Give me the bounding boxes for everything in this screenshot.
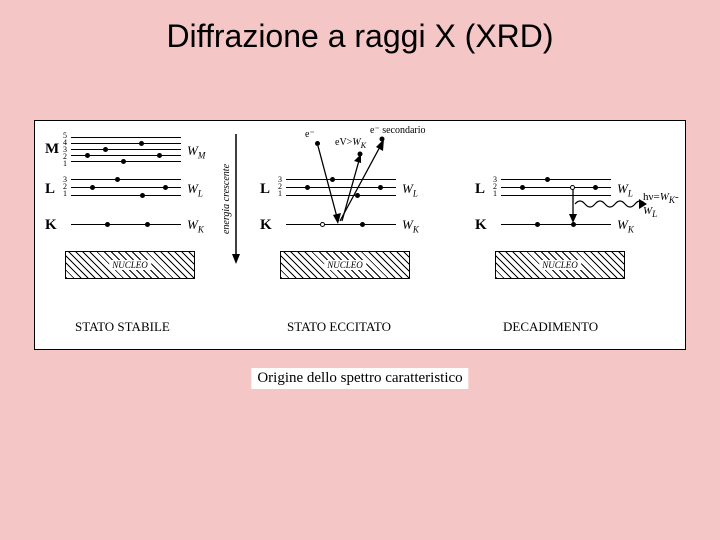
electron xyxy=(90,185,95,190)
nucleo-box3: NUCLEO xyxy=(495,251,625,279)
shell-label-k: K xyxy=(45,217,57,234)
level-k xyxy=(71,224,181,225)
state-label-1: STATO STABILE xyxy=(75,319,170,335)
level-m3 xyxy=(71,149,181,150)
scatter-arrows xyxy=(260,129,460,249)
electron xyxy=(139,141,144,146)
page-title: Diffrazione a raggi X (XRD) xyxy=(0,0,720,55)
level-l1 xyxy=(71,195,181,196)
electron xyxy=(157,153,162,158)
electron xyxy=(115,177,120,182)
electron xyxy=(163,185,168,190)
electron xyxy=(85,153,90,158)
subshell-l: 321 xyxy=(63,176,67,197)
state-label-2: STATO ECCITATO xyxy=(287,319,391,335)
panel-stable: M 54321 WM L 321 WL K WK NUCLEO xyxy=(45,129,245,309)
level-l3 xyxy=(71,179,181,180)
electron xyxy=(140,193,145,198)
decay-svg xyxy=(475,129,685,249)
nucleo-box: NUCLEO xyxy=(65,251,195,279)
electron xyxy=(145,222,150,227)
level-m1 xyxy=(71,161,181,162)
w-label-l: WL xyxy=(187,181,203,199)
nucleo-box2: NUCLEO xyxy=(280,251,410,279)
shell-label-l: L xyxy=(45,181,55,198)
annot-photon: hν=WK-WL xyxy=(643,191,679,219)
caption: Origine dello spettro caratteristico xyxy=(251,368,468,389)
nucleo-label2: NUCLEO xyxy=(324,260,366,270)
w-label-k: WK xyxy=(187,217,204,235)
subshell-m: 54321 xyxy=(63,132,67,167)
level-m4 xyxy=(71,143,181,144)
svg-text:energia crescente: energia crescente xyxy=(221,163,232,234)
panel-excited: e⁻ eV>WK e⁻ secondario L 321 WL K WK xyxy=(260,129,460,309)
w-label-m: WM xyxy=(187,143,205,161)
electron xyxy=(105,222,110,227)
nucleo-label: NUCLEO xyxy=(109,260,151,270)
shell-label-m: M xyxy=(45,141,59,158)
level-m5 xyxy=(71,137,181,138)
electron xyxy=(121,159,126,164)
state-label-3: DECADIMENTO xyxy=(503,319,598,335)
diagram-container: M 54321 WM L 321 WL K WK NUCLEO xyxy=(34,120,686,350)
panel-decay: L 321 WL K WK hν=WK-WL NUCLEO xyxy=(475,129,675,309)
energy-arrow: energia crescente xyxy=(221,129,251,269)
nucleo-label3: NUCLEO xyxy=(539,260,581,270)
electron xyxy=(103,147,108,152)
